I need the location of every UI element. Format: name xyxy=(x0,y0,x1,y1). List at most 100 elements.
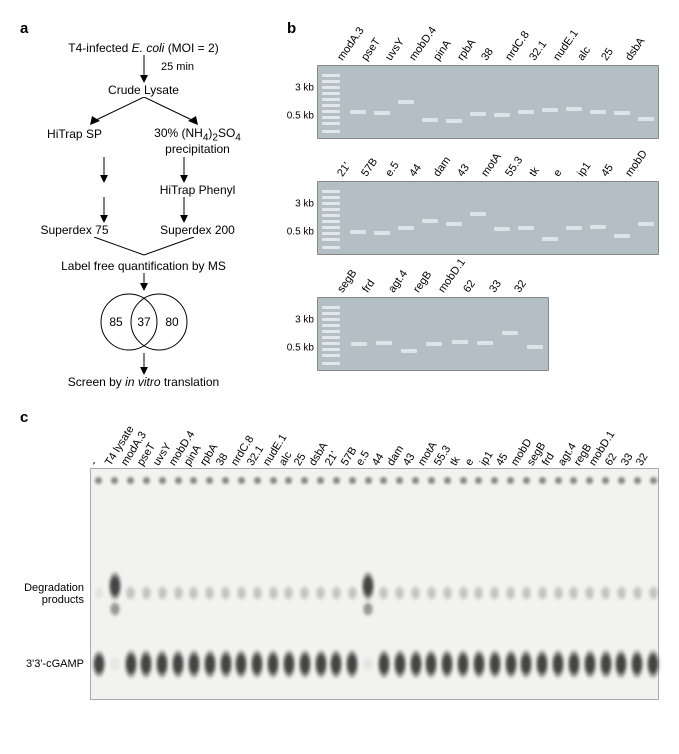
tlc-spot xyxy=(282,649,296,679)
tlc-spot xyxy=(314,649,328,679)
gel-band xyxy=(470,212,486,216)
tlc-spot xyxy=(424,649,438,679)
gel-band xyxy=(350,110,366,114)
gel-lane-label: mobD xyxy=(612,144,647,179)
tlc-spot xyxy=(427,476,436,485)
tlc-spot xyxy=(253,476,262,485)
arrow-r3 xyxy=(174,197,194,223)
screen-a: Screen by xyxy=(68,375,125,389)
gel-band xyxy=(446,119,462,123)
tlc-spot xyxy=(203,649,217,679)
flow-right1: 30% (NH4)2SO4 precipitation xyxy=(138,127,258,157)
panel-c-label: c xyxy=(20,409,659,426)
tlc-spot xyxy=(348,476,357,485)
tlc-spot xyxy=(583,649,597,679)
gel-1-box: 3 kb0.5 kb xyxy=(317,65,659,139)
tlc-spot xyxy=(362,655,374,673)
tlc-spot xyxy=(395,476,404,485)
marker-3kb: 3 kb xyxy=(295,315,314,326)
flow-arrows-2 xyxy=(24,157,264,183)
tlc-spot xyxy=(505,585,516,601)
deg-b: products xyxy=(42,594,84,606)
tlc-spot xyxy=(283,585,294,601)
gel-lane-label: 32 xyxy=(500,259,536,295)
tlc-spot xyxy=(109,601,121,617)
tlc-spot xyxy=(535,649,549,679)
flow-branches-3: Superdex 75 Superdex 200 xyxy=(24,223,264,237)
tlc-spot xyxy=(345,649,359,679)
tlc-spot xyxy=(459,476,468,485)
flow-arrows-3 xyxy=(24,197,264,223)
tlc-spot xyxy=(440,649,454,679)
arrow-merge xyxy=(54,237,234,259)
marker-0.5kb: 0.5 kb xyxy=(287,111,314,122)
marker-3kb: 3 kb xyxy=(295,83,314,94)
venn-left: 85 xyxy=(109,315,123,329)
tlc-spot xyxy=(599,649,613,679)
gel-band xyxy=(477,341,493,345)
tlc-spot xyxy=(269,476,278,485)
tlc-spot xyxy=(109,655,121,673)
gel-band xyxy=(422,219,438,223)
tlc-spot xyxy=(551,649,565,679)
tlc-spot xyxy=(379,476,388,485)
tlc-spot xyxy=(94,476,103,485)
tlc-spot xyxy=(236,585,247,601)
tlc-spot xyxy=(394,585,405,601)
tlc-spot xyxy=(268,585,279,601)
deg-a: Degradation xyxy=(24,582,84,594)
gel-band xyxy=(376,341,392,345)
gel-band xyxy=(614,111,630,115)
r1d: precipitation xyxy=(165,142,230,156)
tlc-spot xyxy=(473,585,484,601)
venn-mid: 37 xyxy=(137,315,151,329)
gel-band xyxy=(566,226,582,230)
ladder xyxy=(322,70,340,134)
tlc-plate xyxy=(90,468,659,700)
gel-band xyxy=(422,118,438,122)
tlc-spot xyxy=(158,476,167,485)
tlc-spot xyxy=(189,476,198,485)
tlc-spot xyxy=(648,585,659,601)
gel-3: segBfrdagt.4regBmobD.1623332 3 kb0.5 kb xyxy=(287,269,659,371)
tlc-spot xyxy=(458,585,469,601)
tlc-spot xyxy=(250,649,264,679)
marker-0.5kb: 0.5 kb xyxy=(287,227,314,238)
tlc-spot xyxy=(173,585,184,601)
tlc-spot xyxy=(426,585,437,601)
marker-3kb: 3 kb xyxy=(295,199,314,210)
tlc-spot xyxy=(553,585,564,601)
tlc-spot xyxy=(377,649,391,679)
side-cgamp: 3'3'-cGAMP xyxy=(26,658,84,670)
gel-band xyxy=(638,222,654,226)
side-degradation: Degradation products xyxy=(24,582,84,606)
tlc-spot xyxy=(378,585,389,601)
tlc-spot xyxy=(410,585,421,601)
tlc-spot xyxy=(142,476,151,485)
flow-top-italic: E. coli xyxy=(132,41,165,55)
tlc-spot xyxy=(521,585,532,601)
tlc-spot xyxy=(204,585,215,601)
tlc-spot xyxy=(364,476,373,485)
tlc-spot xyxy=(633,476,642,485)
gel-1-labels: modA.3pseTuvsYmobD.4pinArpbA38nrdC.832.1… xyxy=(345,37,659,63)
tlc-spot xyxy=(537,585,548,601)
tlc-spot xyxy=(205,476,214,485)
tlc-spot xyxy=(567,649,581,679)
gel-band xyxy=(542,108,558,112)
tlc-spot xyxy=(472,649,486,679)
tlc-spot xyxy=(361,571,375,601)
tlc-spot xyxy=(393,649,407,679)
tlc-spot xyxy=(616,585,627,601)
tlc-spot xyxy=(504,649,518,679)
gel-2-labels: 21'57Be.544dam43motA55.3tkeip145mobD xyxy=(345,153,659,179)
tlc-spot xyxy=(538,476,547,485)
ladder xyxy=(322,302,340,366)
arrow-r2 xyxy=(174,157,194,183)
arrow-ms xyxy=(134,273,154,291)
gel-band xyxy=(398,226,414,230)
arrow-venn xyxy=(134,353,154,375)
tlc-spot xyxy=(456,649,470,679)
tlc-spot xyxy=(601,476,610,485)
arrow-1 xyxy=(124,55,164,83)
